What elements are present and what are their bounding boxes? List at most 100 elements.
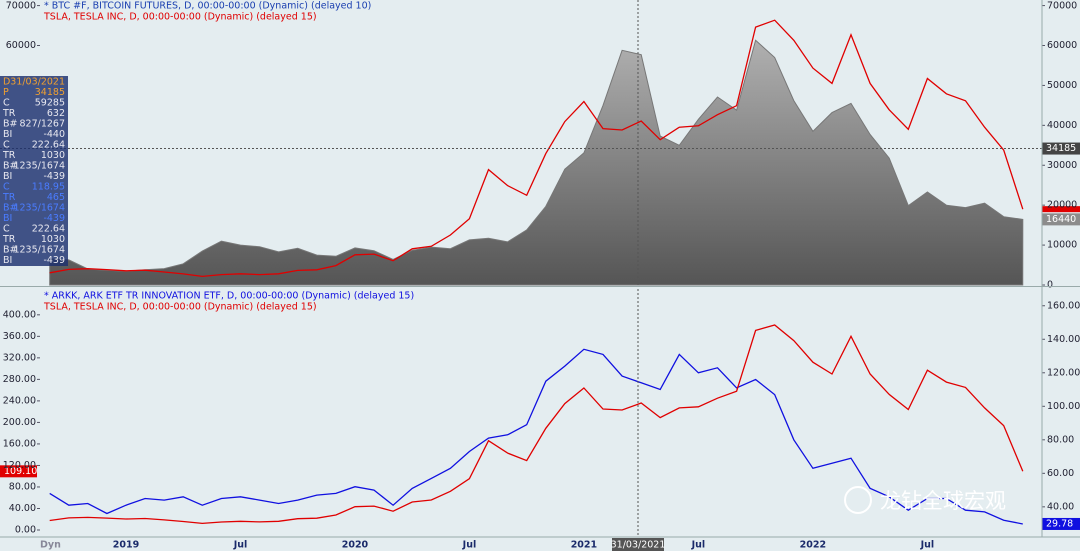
data-window-value: 1030 [41, 234, 65, 245]
data-window-key: B# [3, 203, 18, 214]
data-window-value: 222.64 [32, 140, 65, 151]
panel: 29.78 109.10 40.00 60.00 80.00 100.00 120.00 14… [0, 289, 1080, 551]
y-tick-label: 0.00 [15, 525, 36, 536]
data-window-value: 34185 [35, 87, 65, 98]
data-window-value: -439 [43, 171, 65, 182]
y-tick-label: 40.00 [9, 503, 36, 514]
data-window-bg [0, 76, 68, 266]
data-window-key: BI [3, 213, 12, 224]
y-tick-label: 120.00 [3, 460, 36, 471]
y-tick-label: 60.00 [1047, 468, 1074, 479]
last-value-label: 29.78 [1046, 518, 1073, 529]
data-window-key: BI [3, 129, 12, 140]
legend-tsla: TSLA, TESLA INC, D, 00:00-00:00 (Dynamic… [43, 12, 317, 23]
data-window-key: TR [2, 150, 16, 161]
y-tick-label: 40.00 [1047, 501, 1074, 512]
y-tick-label: 30000 [1047, 160, 1077, 171]
y-tick-label: 70000 [1047, 1, 1077, 12]
data-window-key: D [3, 77, 10, 88]
y-tick-label: 100.00 [1047, 401, 1080, 412]
last-value-box [0, 465, 37, 478]
line [49, 324, 1024, 525]
data-window-key: C [3, 224, 10, 235]
data-window-key: C [3, 98, 10, 109]
data-window-value: 1235/1674 [13, 203, 65, 214]
y-tick-label: 80.00 [9, 481, 36, 492]
y-tick-label: 280.00 [3, 374, 36, 385]
y-tick-label: 60000 [1047, 40, 1077, 51]
y-tick-label: 160.00 [3, 438, 36, 449]
y-tick-label: 0 [1047, 280, 1053, 291]
data-window-value: 118.95 [32, 182, 65, 193]
y-tick-label: 120.00 [1047, 367, 1080, 378]
line [49, 348, 1023, 525]
x-tick-label: 2022 [800, 540, 826, 551]
y-tick-label: 20000 [1047, 200, 1077, 211]
legend-btc: * BTC #F, BITCOIN FUTURES, D, 00:00-00:0… [44, 1, 371, 12]
data-window-key: B# [3, 245, 18, 256]
x-tick-label: 2020 [342, 540, 369, 551]
footer-label: Dyn [40, 540, 61, 551]
data-window-value: 222.64 [32, 224, 65, 235]
y-tick-label: 200.00 [3, 417, 36, 428]
line [49, 19, 1024, 278]
crosshair-date: 31/03/2021 [611, 540, 666, 551]
watermark-icon [844, 486, 872, 514]
last-value-label: 109.10 [4, 466, 37, 477]
watermark-text: 龙钻全球宏观 [880, 489, 1006, 513]
x-tick-label: Jul [920, 540, 935, 551]
watermark: 龙钻全球宏观 [844, 486, 1006, 514]
data-window-key: B# [3, 161, 18, 172]
y-tick-label: 400.00 [3, 309, 36, 320]
y-tick-label: 140.00 [1047, 334, 1080, 345]
data-window-value: 1235/1674 [13, 161, 65, 172]
data-window-key: TR [2, 192, 16, 203]
last-value-box [1042, 206, 1080, 213]
x-tick-label: Jul [462, 540, 477, 551]
data-window-value: 1030 [41, 150, 65, 161]
last-value-box [1042, 517, 1080, 530]
crosshair-label: 34185 [1046, 143, 1076, 154]
y-tick-label: 60000 [6, 40, 36, 51]
data-window-value: 1235/1674 [13, 245, 65, 256]
data-window-key: P [3, 87, 9, 98]
data-window-key: TR [2, 108, 16, 119]
data-window-value: 827/1267 [19, 119, 65, 130]
x-tick-label: Jul [691, 540, 706, 551]
y-tick-label: 70000 [6, 1, 36, 12]
data-window-key: B# [3, 119, 18, 130]
data-window-key: C [3, 182, 10, 193]
y-tick-label: 360.00 [3, 331, 36, 342]
data-window-value: 59285 [35, 98, 65, 109]
panel: 16440 0 10000 20000 30000 40000 50000 60000 7000… [0, 0, 1080, 291]
data-window-value: 632 [47, 108, 65, 119]
last-value-label: 16440 [1046, 214, 1076, 225]
y-tick-label: 80.00 [1047, 434, 1074, 445]
data-window-value: -439 [43, 255, 65, 266]
y-tick-label: 10000 [1047, 240, 1077, 251]
y-tick-label: 240.00 [3, 395, 36, 406]
area [49, 39, 1024, 286]
crosshair-box [1042, 142, 1080, 155]
y-tick-label: 50000 [1047, 80, 1077, 91]
data-window-key: TR [2, 234, 16, 245]
legend-tsla: TSLA, TESLA INC, D, 00:00-00:00 (Dynamic… [43, 302, 317, 313]
data-window-value: 465 [47, 192, 65, 203]
data-window-value: 31/03/2021 [10, 77, 65, 88]
y-tick-label: 40000 [1047, 120, 1077, 131]
last-value-box [1042, 213, 1080, 226]
data-window-key: BI [3, 255, 12, 266]
y-tick-label: 160.00 [1047, 300, 1080, 311]
legend-arkk: * ARKK, ARK ETF TR INNOVATION ETF, D, 00… [44, 291, 414, 302]
data-window-value: -440 [43, 129, 65, 140]
x-tick-label: Jul [233, 540, 248, 551]
y-tick-label: 320.00 [3, 352, 36, 363]
x-tick-label: 2021 [571, 540, 597, 551]
data-window-key: C [3, 140, 10, 151]
data-window-value: -439 [43, 213, 65, 224]
x-tick-label: 2019 [113, 540, 139, 551]
crosshair-date-box [612, 538, 664, 551]
data-window-key: BI [3, 171, 12, 182]
